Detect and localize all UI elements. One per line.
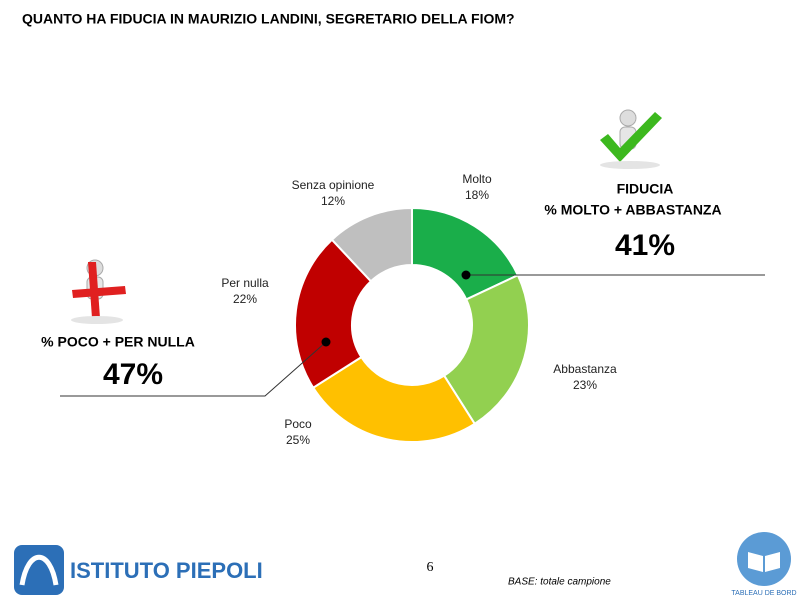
donut-slice — [311, 355, 477, 443]
badge — [737, 532, 791, 586]
donut-slice — [294, 238, 373, 390]
distrust-icon — [71, 259, 126, 324]
slice-label: Poco — [284, 417, 312, 431]
base-note: BASE: totale campione — [508, 577, 611, 588]
distrust-dot — [321, 337, 331, 347]
distrust-leader — [60, 341, 327, 397]
page-number: 6 — [427, 560, 434, 575]
slice-label: Abbastanza — [553, 362, 617, 376]
chart-title: QUANTO HA FIDUCIA IN MAURIZIO LANDINI, S… — [22, 11, 515, 27]
trust-value: 41% — [615, 229, 675, 262]
slice-value: 18% — [465, 188, 489, 202]
slice-label: Molto — [462, 172, 492, 186]
trust-dot — [461, 270, 471, 280]
logo — [14, 545, 64, 595]
trust-title: FIDUCIA — [617, 181, 674, 197]
donut-slice — [330, 206, 413, 283]
distrust-value: 47% — [103, 358, 163, 391]
slice-label: Senza opinione — [292, 178, 375, 192]
slice-value: 25% — [286, 433, 310, 447]
donut — [294, 206, 530, 443]
trust-icon — [600, 109, 662, 169]
slice-value: 23% — [573, 378, 597, 392]
trust-label: % MOLTO + ABBASTANZA — [544, 202, 721, 218]
donut-slice — [442, 273, 530, 426]
logo-text: ISTITUTO PIEPOLI — [70, 558, 263, 583]
slice-value: 12% — [321, 194, 345, 208]
slice-label: Per nulla — [221, 276, 269, 290]
distrust-label: % POCO + PER NULLA — [41, 334, 195, 350]
slice-value: 22% — [233, 292, 257, 306]
badge-text: TABLEAU DE BORD — [731, 590, 796, 597]
